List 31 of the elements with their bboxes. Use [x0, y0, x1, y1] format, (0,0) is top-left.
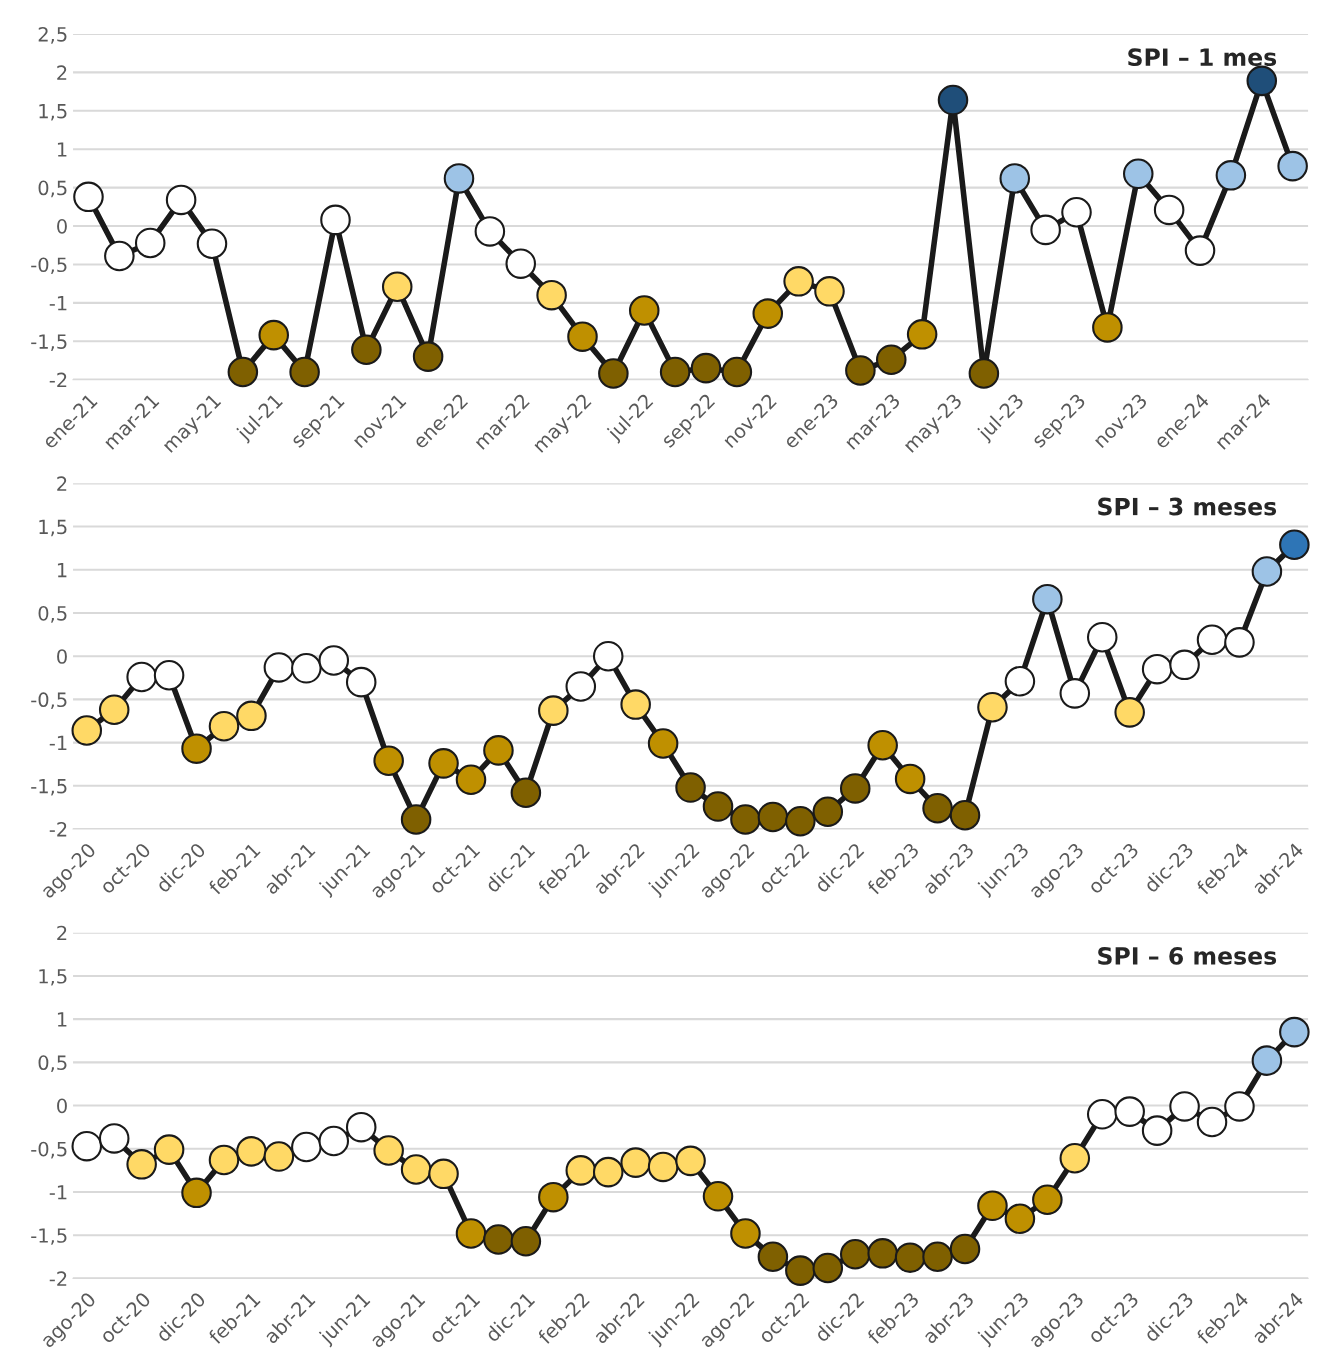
y-tick-label: -0,5 — [31, 1141, 67, 1159]
y-tick-label: 0 — [57, 1098, 67, 1114]
y-tick-label: 1 — [57, 562, 67, 578]
chart-title: SPI – 6 meses — [1098, 946, 1277, 965]
y-tick-label: -1,5 — [31, 779, 67, 796]
y-tick-label: 2 — [57, 65, 67, 80]
y-tick-label: -2 — [49, 821, 67, 837]
y-tick-label: 1 — [57, 142, 67, 157]
y-tick-label: -0,5 — [31, 692, 67, 710]
y-tick-label: 2,5 — [38, 26, 67, 44]
y-tick-label: -1,5 — [31, 334, 67, 351]
y-tick-label: 0,5 — [38, 1055, 67, 1073]
y-tick-label: 1 — [57, 1012, 67, 1027]
y-tick-label: 1,5 — [39, 104, 67, 121]
y-tick-label: 0,5 — [38, 180, 67, 198]
y-tick-label: -1 — [49, 1185, 67, 1200]
y-tick-label: -2 — [49, 1271, 67, 1286]
chart-title: SPI – 3 meses — [1098, 497, 1277, 516]
y-tick-label: 0,5 — [38, 605, 67, 623]
y-tick-label: -0,5 — [31, 257, 67, 275]
y-tick-label: -1,5 — [31, 1228, 67, 1245]
y-tick-label: 1,5 — [39, 969, 67, 986]
y-tick-label: -1 — [49, 735, 67, 750]
y-tick-label: 0 — [57, 218, 67, 234]
y-tick-label: 2 — [57, 476, 67, 491]
y-tick-label: 2 — [57, 925, 67, 941]
y-tick-label: 0 — [57, 649, 67, 664]
y-tick-label: 1,5 — [39, 519, 67, 537]
y-tick-label: -1 — [49, 296, 67, 311]
chart-title: SPI – 1 mes — [1128, 48, 1277, 67]
y-tick-label: -2 — [49, 372, 67, 388]
